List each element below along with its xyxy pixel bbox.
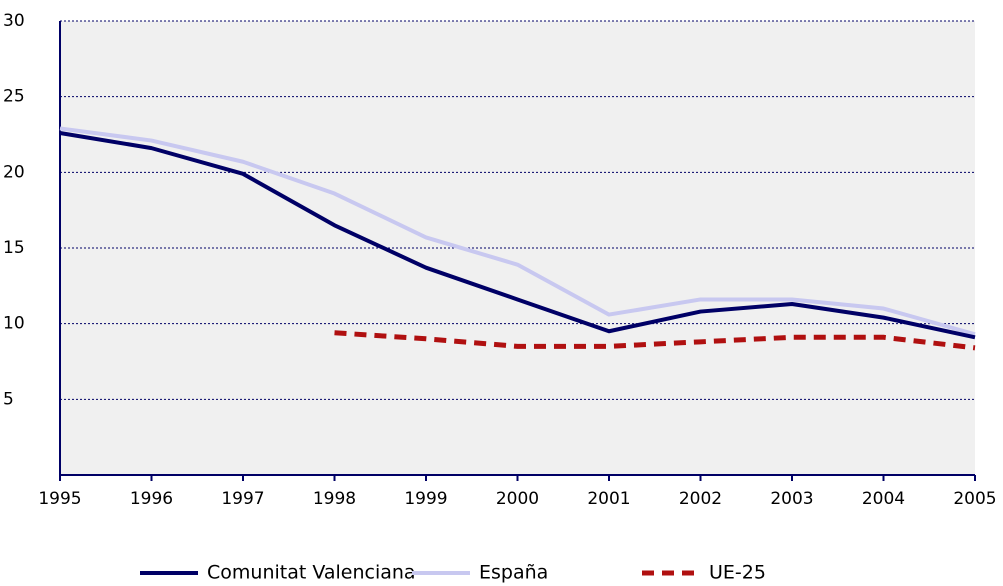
x-tick-label: 2005 xyxy=(953,489,996,509)
y-tick-label: 10 xyxy=(3,314,25,334)
x-tick-label: 1998 xyxy=(313,489,356,509)
y-tick-label: 5 xyxy=(3,389,14,409)
series-line xyxy=(59,126,976,337)
legend-label: UE-25 xyxy=(709,562,766,584)
legend-label: Comunitat Valenciana xyxy=(207,562,416,584)
series-line xyxy=(334,330,976,351)
x-tick-label: 2003 xyxy=(770,489,813,509)
x-tick-label: 2001 xyxy=(587,489,630,509)
y-tick-label: 30 xyxy=(3,11,25,31)
legend-label: España xyxy=(479,562,548,584)
y-tick-label: 15 xyxy=(3,238,25,258)
x-tick-label: 1999 xyxy=(404,489,447,509)
x-tick-label: 2004 xyxy=(862,489,905,509)
x-tick-label: 2000 xyxy=(496,489,539,509)
y-tick-label: 20 xyxy=(3,162,25,182)
x-tick-label: 1995 xyxy=(38,489,81,509)
x-tick-label: 1996 xyxy=(130,489,173,509)
series-line xyxy=(59,131,976,340)
x-tick-label: 2002 xyxy=(679,489,722,509)
x-tick-label: 1997 xyxy=(221,489,264,509)
y-tick-label: 25 xyxy=(3,87,25,107)
